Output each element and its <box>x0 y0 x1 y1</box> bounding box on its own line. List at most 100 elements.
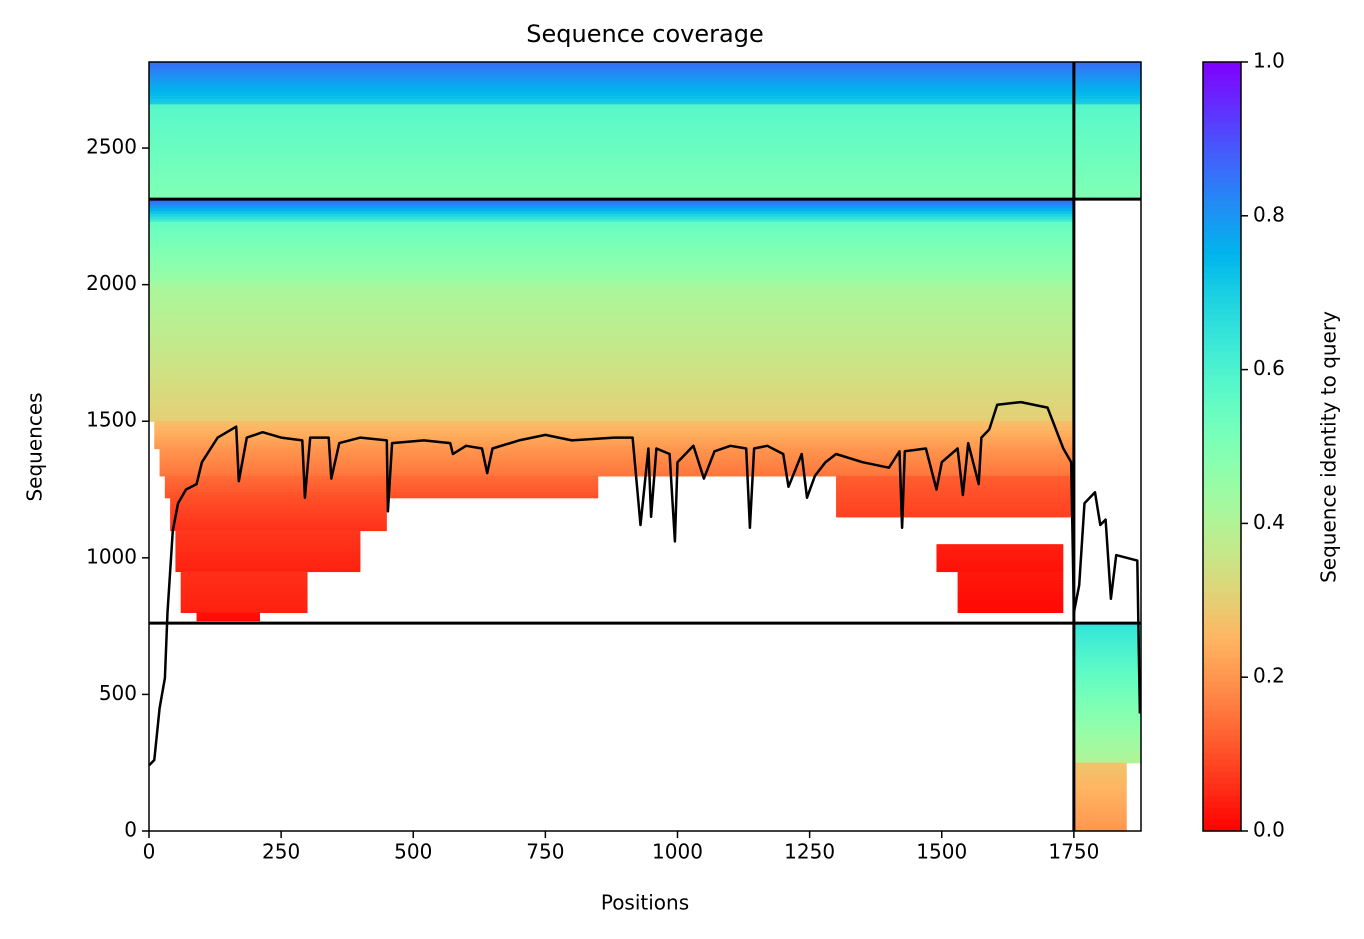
y-tick-label: 2000 <box>86 271 137 295</box>
coverage-row <box>1073 825 1127 829</box>
coverage-row <box>175 565 361 570</box>
colorbar-step <box>1203 518 1241 526</box>
coverage-row <box>159 472 1074 477</box>
coverage-row <box>149 62 1141 66</box>
coverage-row <box>836 510 1074 515</box>
colorbar-step <box>1203 734 1241 742</box>
coverage-row <box>149 134 1141 138</box>
coverage-row <box>164 488 599 493</box>
coverage-row <box>149 65 1141 69</box>
coverage-row <box>1073 753 1141 758</box>
coverage-row <box>164 494 599 499</box>
coverage-row <box>170 512 387 517</box>
coverage-row <box>154 445 1074 450</box>
coverage-row <box>175 553 361 558</box>
coverage-row <box>1073 682 1141 687</box>
colorbar-step <box>1203 542 1241 550</box>
coverage-row <box>149 74 1141 78</box>
coverage-row <box>164 491 599 496</box>
y-tick-label: 1500 <box>86 408 137 432</box>
colorbar-label: Sequence identity to query <box>1317 311 1341 583</box>
coverage-row <box>159 454 1074 459</box>
coverage-row <box>1073 819 1127 823</box>
coverage-row <box>149 167 1141 171</box>
coverage-row <box>149 155 1141 159</box>
coverage-row <box>164 482 599 486</box>
coverage-row <box>149 317 1074 321</box>
coverage-row <box>149 161 1141 165</box>
coverage-row <box>154 439 1074 444</box>
coverage-row <box>149 131 1141 135</box>
coverage-row <box>936 544 1064 548</box>
coverage-row <box>175 530 361 535</box>
coverage-row <box>149 201 1074 206</box>
colorbar-step <box>1203 476 1241 484</box>
coverage-row <box>957 609 1064 614</box>
colorbar-step <box>1203 716 1241 724</box>
coverage-row <box>957 603 1064 608</box>
coverage-row <box>149 305 1074 309</box>
coverage-row <box>936 550 1064 554</box>
coverage-row <box>149 394 1074 399</box>
coverage-row <box>164 485 599 489</box>
coverage-row <box>936 556 1064 560</box>
coverage-row <box>1073 661 1141 666</box>
coverage-row <box>149 137 1141 141</box>
coverage-row <box>159 457 1074 462</box>
coverage-row <box>180 574 308 578</box>
colorbar-step <box>1203 104 1241 111</box>
coverage-row <box>180 594 308 599</box>
coverage-row <box>175 550 361 555</box>
coverage-row <box>1073 804 1127 808</box>
colorbar-step <box>1203 818 1241 826</box>
colorbar-step <box>1203 230 1241 237</box>
colorbar-step <box>1203 236 1241 243</box>
coverage-row <box>149 152 1141 156</box>
coverage-row <box>1073 807 1127 811</box>
coverage-row <box>936 562 1064 567</box>
coverage-row <box>149 332 1074 336</box>
coverage-row <box>957 594 1064 599</box>
coverage-row <box>170 509 387 514</box>
coverage-line <box>148 400 1142 767</box>
coverage-row <box>149 207 1074 212</box>
colorbar-step <box>1203 452 1241 460</box>
coverage-row <box>149 128 1141 132</box>
coverage-row <box>957 571 1064 576</box>
coverage-row <box>149 239 1074 244</box>
colorbar-step <box>1203 644 1241 652</box>
colorbar-tick-label: 0.6 <box>1253 356 1285 380</box>
coverage-row <box>957 586 1064 590</box>
coverage-row <box>180 606 308 611</box>
coverage-row <box>1073 649 1141 654</box>
colorbar-step <box>1203 134 1241 141</box>
coverage-row <box>149 284 1074 289</box>
colorbar-step <box>1203 656 1241 664</box>
coverage-row <box>1073 706 1141 710</box>
coverage-row <box>149 227 1074 232</box>
coverage-row <box>149 80 1141 84</box>
coverage-row <box>957 583 1064 587</box>
colorbar-step <box>1203 776 1241 784</box>
coverage-row <box>1073 721 1141 725</box>
colorbar-step <box>1203 266 1241 273</box>
colorbar-step <box>1203 650 1241 658</box>
colorbar-step <box>1203 494 1241 502</box>
colorbar-step <box>1203 482 1241 490</box>
coverage-row <box>149 412 1074 416</box>
coverage-row <box>149 86 1141 90</box>
coverage-row <box>1073 697 1141 701</box>
coverage-row <box>149 254 1074 259</box>
coverage-row <box>170 524 387 529</box>
colorbar-tick-label: 0.2 <box>1253 664 1285 688</box>
colorbar-step <box>1203 710 1241 718</box>
coverage-row <box>154 421 1074 425</box>
coverage-row <box>149 388 1074 393</box>
coverage-row <box>149 248 1074 253</box>
colorbar-step <box>1203 350 1241 357</box>
coverage-row <box>149 376 1074 381</box>
coverage-row <box>149 179 1141 183</box>
colorbar-step <box>1203 536 1241 544</box>
coverage-row <box>149 245 1074 250</box>
colorbar-step <box>1203 512 1241 520</box>
